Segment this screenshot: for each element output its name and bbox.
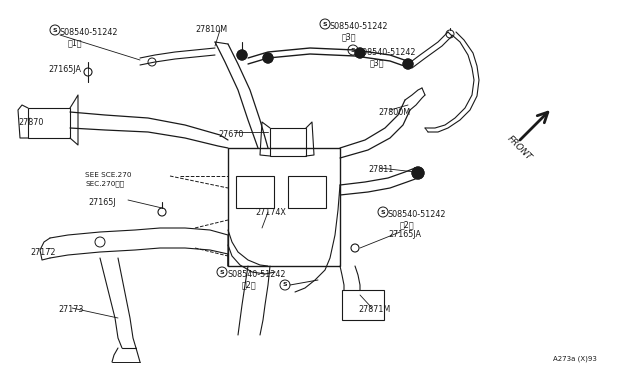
Text: S: S bbox=[351, 48, 355, 52]
Text: S08540-51242: S08540-51242 bbox=[330, 22, 388, 31]
Text: S: S bbox=[283, 282, 287, 288]
Text: S08540-51242: S08540-51242 bbox=[60, 28, 118, 37]
Bar bbox=[288, 176, 326, 208]
Text: S08540-51242: S08540-51242 bbox=[228, 270, 287, 279]
Text: 27811: 27811 bbox=[368, 165, 393, 174]
Text: （1）: （1） bbox=[68, 38, 83, 47]
Text: 27800M: 27800M bbox=[378, 108, 410, 117]
Text: 27810M: 27810M bbox=[195, 25, 227, 34]
Circle shape bbox=[403, 59, 413, 69]
Circle shape bbox=[412, 167, 424, 179]
Bar bbox=[342, 290, 384, 320]
Text: 27173: 27173 bbox=[58, 305, 83, 314]
Circle shape bbox=[237, 50, 247, 60]
Text: （3）: （3） bbox=[342, 32, 356, 41]
Text: 27670: 27670 bbox=[218, 130, 243, 139]
Text: 27165JA: 27165JA bbox=[48, 65, 81, 74]
Text: 27871M: 27871M bbox=[358, 305, 390, 314]
Text: S: S bbox=[381, 209, 385, 215]
Text: SEE SCE.270: SEE SCE.270 bbox=[85, 172, 131, 178]
Circle shape bbox=[263, 53, 273, 63]
Bar bbox=[236, 176, 274, 208]
Text: 27172: 27172 bbox=[30, 248, 56, 257]
Text: 27870: 27870 bbox=[18, 118, 44, 127]
Text: S: S bbox=[220, 269, 224, 275]
Text: SEC.270参照: SEC.270参照 bbox=[85, 180, 124, 187]
Text: （3）: （3） bbox=[370, 58, 385, 67]
Text: S08540-51242: S08540-51242 bbox=[358, 48, 417, 57]
Circle shape bbox=[355, 48, 365, 58]
Text: S: S bbox=[52, 28, 58, 32]
Bar bbox=[28, 108, 70, 138]
Text: S: S bbox=[323, 22, 327, 26]
Text: FRONT: FRONT bbox=[505, 134, 533, 162]
Bar bbox=[270, 128, 306, 156]
Bar bbox=[228, 148, 340, 266]
Text: S08540-51242: S08540-51242 bbox=[388, 210, 447, 219]
Text: A273a (X)93: A273a (X)93 bbox=[553, 355, 597, 362]
Text: 27165J: 27165J bbox=[88, 198, 116, 207]
Text: （2）: （2） bbox=[400, 220, 415, 229]
Text: （2）: （2） bbox=[242, 280, 257, 289]
Text: 27165JA: 27165JA bbox=[388, 230, 421, 239]
Text: 27174X: 27174X bbox=[255, 208, 286, 217]
